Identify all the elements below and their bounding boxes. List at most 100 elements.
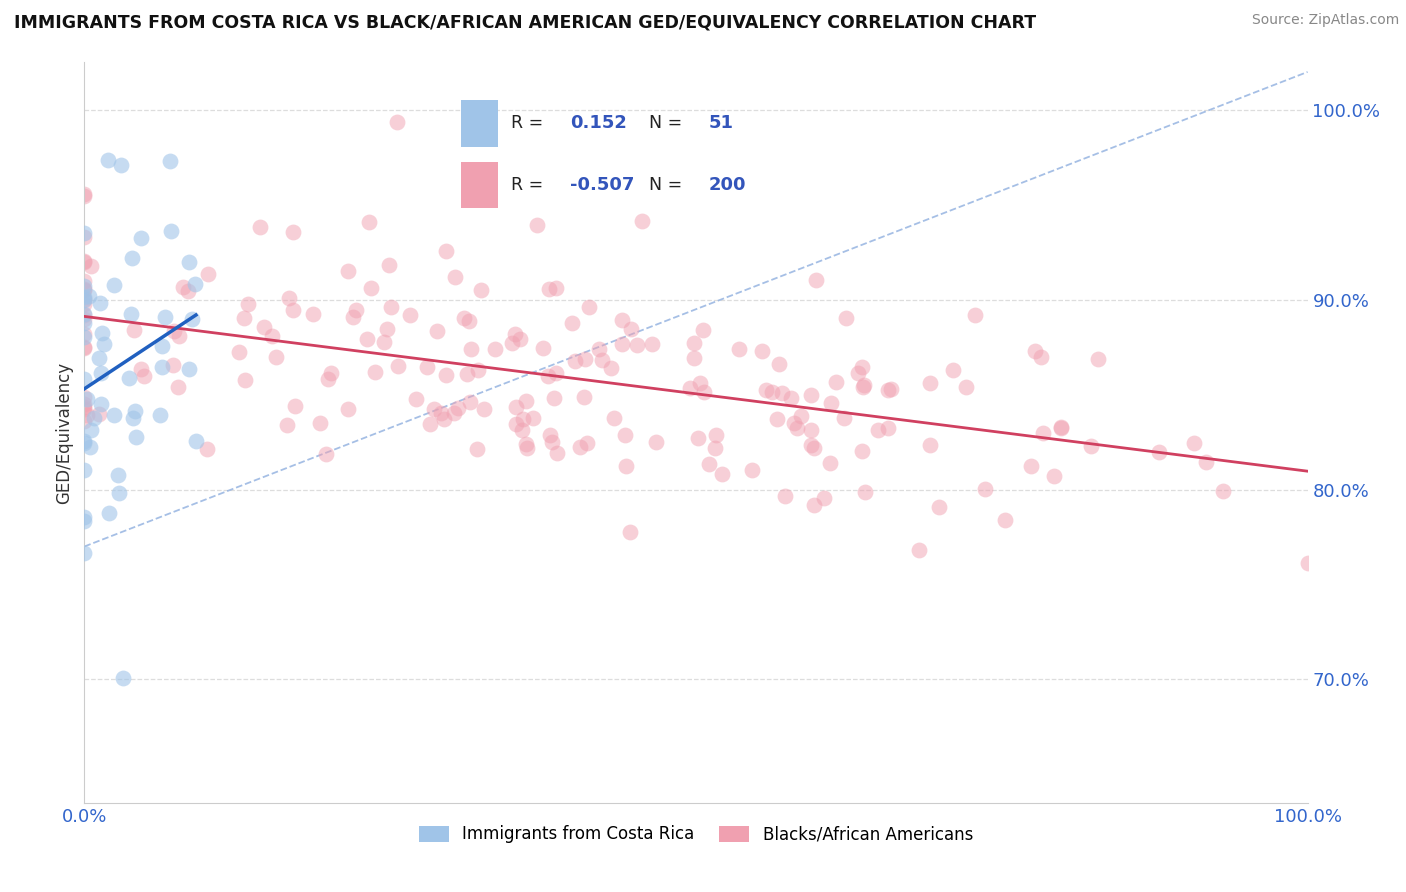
Point (543, 391, 565, 405)
Point (163, 325, 186, 339)
Point (134, 369, 156, 384)
Point (73, 308, 96, 322)
Point (783, 416, 806, 430)
Point (1080, 439, 1102, 453)
Point (118, 371, 141, 385)
Point (505, 400, 527, 414)
Point (877, 383, 900, 397)
Point (315, 447, 337, 461)
Point (683, 351, 706, 365)
Point (195, 442, 218, 456)
Point (1296, 556, 1319, 570)
Point (90, 367, 112, 381)
Point (172, 280, 194, 294)
Point (1024, 344, 1046, 359)
Point (160, 224, 183, 238)
Point (522, 411, 544, 425)
Point (1195, 455, 1218, 469)
Point (682, 336, 704, 351)
Point (96, 153, 118, 167)
Point (73, 514, 96, 528)
Point (877, 421, 900, 435)
Point (97, 506, 120, 520)
Point (76, 408, 98, 422)
Point (77, 289, 100, 303)
Point (434, 368, 457, 383)
Point (1029, 351, 1052, 365)
Point (103, 277, 125, 292)
Point (276, 418, 298, 433)
Point (561, 316, 583, 330)
Point (184, 434, 207, 449)
Point (73, 253, 96, 268)
Point (704, 427, 727, 442)
Point (457, 314, 479, 328)
Point (89, 296, 111, 310)
Point (360, 281, 382, 295)
Point (426, 325, 449, 339)
Point (73, 436, 96, 450)
Point (122, 410, 145, 425)
Point (73, 312, 96, 326)
Point (512, 411, 534, 425)
Point (73, 283, 96, 297)
Point (184, 277, 207, 292)
Point (73, 255, 96, 269)
Point (73, 282, 96, 296)
Point (531, 341, 554, 355)
Point (501, 336, 523, 351)
Point (419, 417, 441, 431)
Point (851, 359, 873, 374)
Point (564, 354, 586, 368)
Point (120, 307, 142, 321)
Point (484, 342, 506, 356)
Point (122, 323, 145, 337)
Point (125, 430, 148, 444)
Point (851, 444, 873, 458)
Point (110, 158, 132, 172)
Point (768, 357, 790, 371)
Point (73, 463, 96, 477)
Point (688, 430, 710, 444)
Point (177, 284, 200, 298)
Point (356, 332, 378, 346)
Point (278, 292, 301, 306)
Point (470, 283, 492, 297)
Point (73, 317, 96, 331)
Point (447, 401, 470, 415)
Point (800, 423, 823, 437)
Point (385, 115, 408, 129)
Point (177, 361, 200, 376)
Point (124, 404, 146, 418)
Point (766, 412, 789, 426)
Point (73, 509, 96, 524)
Point (249, 219, 271, 234)
Point (630, 214, 652, 228)
Point (197, 267, 219, 281)
Point (515, 393, 537, 408)
Point (588, 342, 610, 356)
Point (526, 218, 548, 232)
Point (538, 428, 561, 442)
Point (710, 467, 733, 482)
Point (546, 366, 568, 380)
Point (741, 463, 763, 477)
Point (1182, 436, 1205, 450)
Point (89, 351, 111, 366)
Point (337, 264, 360, 278)
Point (153, 310, 176, 324)
Point (1031, 425, 1053, 440)
Point (399, 308, 422, 322)
Point (233, 311, 256, 326)
Point (515, 436, 537, 450)
Point (835, 310, 858, 325)
Point (281, 303, 304, 318)
Point (108, 485, 131, 500)
Point (538, 282, 561, 296)
Point (853, 378, 876, 392)
Point (1019, 458, 1042, 473)
Point (79, 259, 101, 273)
Point (1049, 419, 1071, 434)
Point (693, 385, 716, 400)
Point (973, 482, 995, 496)
